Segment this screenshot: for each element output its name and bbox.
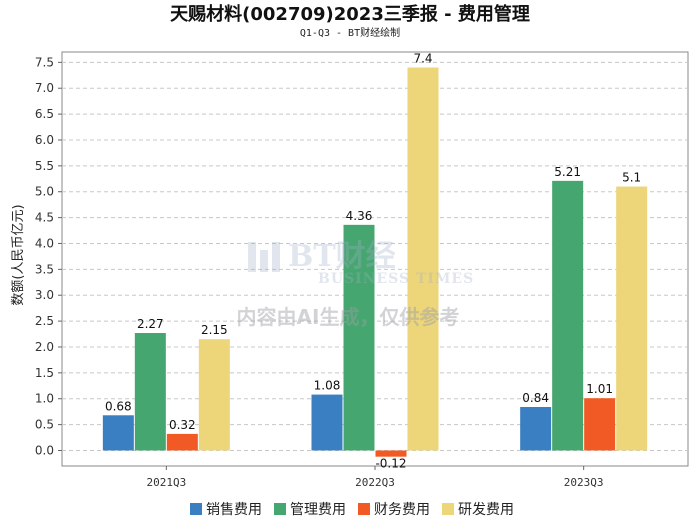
data-label: 2.27	[137, 317, 164, 331]
y-tick-label: 6.0	[35, 133, 54, 147]
x-tick-label: 2021Q3	[146, 476, 186, 489]
x-tick-label: 2023Q3	[564, 476, 604, 489]
data-label: 5.21	[554, 165, 581, 179]
data-label: 4.36	[346, 209, 373, 223]
y-tick-label: 1.5	[35, 366, 54, 380]
y-tick-label: 7.0	[35, 81, 54, 95]
bar	[616, 186, 648, 451]
y-tick-label: 0.5	[35, 418, 54, 432]
chart-title: 天赐材料(002709)2023三季报 - 费用管理	[170, 3, 530, 25]
bar	[375, 450, 407, 457]
bar	[343, 224, 375, 451]
legend-swatch	[358, 503, 370, 515]
data-label: 1.08	[314, 379, 341, 393]
bar	[552, 180, 584, 451]
y-tick-label: 4.0	[35, 236, 54, 250]
plot-area: 0.0 0.5 1.0 1.5 2.0 2.5 3.0 3.5 4.0 4.5 5.0 5.5 6.0 6…	[35, 51, 689, 489]
y-tick-label: 5.0	[35, 185, 54, 199]
y-tick-label: 6.5	[35, 107, 54, 121]
y-tick-label: 2.5	[35, 314, 54, 328]
bar	[311, 394, 343, 451]
bar	[584, 398, 616, 451]
x-tick-label: 2022Q3	[355, 476, 395, 489]
watermark-logo-sub: BUSINESS TIMES	[318, 271, 474, 287]
legend-label: 销售费用	[206, 502, 262, 518]
legend-swatch	[442, 503, 454, 515]
data-label: 7.4	[413, 52, 432, 66]
watermark: BT财经 BUSINESS TIMES 内容由AI生成，仅供参考	[237, 239, 474, 329]
watermark-text: 内容由AI生成，仅供参考	[237, 305, 460, 329]
y-tick-label: 0.0	[35, 443, 54, 457]
bar	[134, 333, 166, 451]
data-label: 1.01	[586, 382, 613, 396]
legend-swatch	[274, 503, 286, 515]
bar	[166, 433, 198, 451]
bar	[198, 339, 230, 451]
data-label: 5.1	[622, 171, 641, 185]
y-tick-label: 1.0	[35, 392, 54, 406]
y-tick-label: 5.5	[35, 159, 54, 173]
y-tick-label: 3.0	[35, 288, 54, 302]
data-label: -0.12	[375, 456, 406, 470]
chart-subtitle: Q1-Q3 - BT财经绘制	[300, 26, 400, 39]
y-tick-label: 3.5	[35, 262, 54, 276]
plot-frame	[61, 51, 689, 467]
watermark-logo-icon	[248, 242, 280, 272]
legend-label: 管理费用	[290, 502, 346, 518]
legend-swatch	[190, 503, 202, 515]
bar	[520, 407, 552, 451]
y-tick-label: 2.0	[35, 340, 54, 354]
bar	[102, 415, 134, 451]
data-label: 0.68	[105, 399, 132, 413]
y-axis-label: 数额(人民币亿元)	[11, 204, 26, 305]
y-tick-label: 4.5	[35, 211, 54, 225]
data-label: 0.32	[169, 418, 196, 432]
data-label: 2.15	[201, 323, 228, 337]
watermark-logo: BT财经	[288, 239, 396, 274]
legend: 销售费用 管理费用 财务费用 研发费用	[190, 502, 514, 518]
legend-label: 财务费用	[374, 502, 430, 518]
y-tick-label: 7.5	[35, 55, 54, 69]
data-label: 0.84	[522, 391, 549, 405]
bar	[407, 67, 439, 451]
legend-label: 研发费用	[458, 502, 514, 518]
